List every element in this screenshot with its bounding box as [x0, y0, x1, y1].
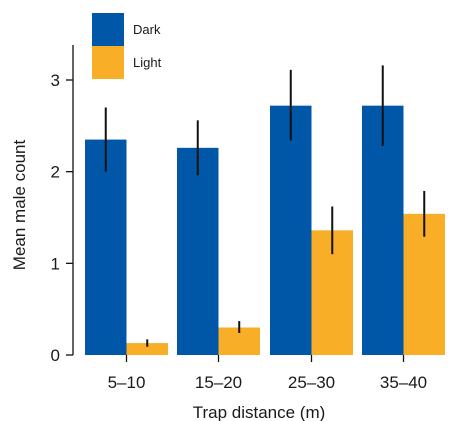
legend-label-light: Light [133, 55, 162, 70]
bar-light-1 [126, 343, 168, 355]
y-axis-title: Mean male count [10, 140, 29, 271]
y-tick-label: 2 [51, 163, 60, 182]
bars [85, 105, 445, 356]
bar-light-4 [403, 213, 445, 355]
legend-swatch-light [92, 46, 124, 79]
legend-label-dark: Dark [133, 22, 161, 37]
x-tick-label: 15–20 [195, 373, 242, 392]
y-tick-label: 1 [51, 254, 60, 273]
bar-dark-3 [270, 105, 312, 356]
x-axis-title: Trap distance (m) [193, 403, 326, 421]
axes: 5–10 15–20 25–30 35–40 0 1 2 3 [51, 45, 427, 392]
x-tick-label: 35–40 [380, 373, 427, 392]
bar-dark-4 [362, 105, 404, 356]
bar-dark-2 [177, 147, 219, 355]
legend: Dark Light [92, 13, 162, 79]
bar-dark-1 [85, 139, 127, 355]
y-tick-label: 3 [51, 71, 60, 90]
legend-swatch-dark [92, 13, 124, 46]
x-tick-label: 25–30 [288, 373, 335, 392]
x-tick-label: 5–10 [108, 373, 146, 392]
error-bars [104, 65, 426, 347]
y-tick-label: 0 [51, 346, 60, 365]
